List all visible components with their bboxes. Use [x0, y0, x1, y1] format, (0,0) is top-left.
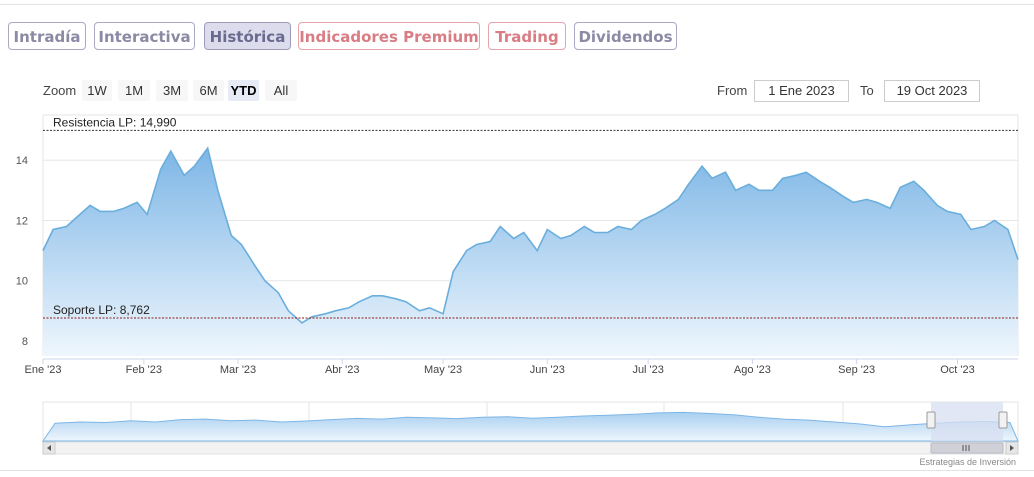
credit-text: Estrategias de Inversión	[919, 457, 1016, 467]
zoom-ytd-button[interactable]: YTD	[228, 80, 259, 101]
x-tick-label: Ago '23	[734, 364, 771, 376]
y-tick-label: 8	[22, 336, 28, 348]
x-tick-label: Mar '23	[220, 364, 256, 376]
tab-dividendos[interactable]: Dividendos	[574, 22, 677, 50]
tab-trading[interactable]: Trading	[488, 22, 566, 50]
price-area	[43, 148, 1018, 356]
x-tick-label: May '23	[424, 364, 462, 376]
zoom-1w-button[interactable]: 1W	[82, 80, 112, 101]
navigator-left-handle[interactable]	[926, 411, 936, 429]
x-tick-label: Oct '23	[940, 364, 975, 376]
from-date-input[interactable]: 1 Ene 2023	[754, 80, 849, 102]
x-tick-label: Jun '23	[530, 364, 565, 376]
x-tick-label: Jul '23	[632, 364, 663, 376]
scroll-left-arrow-icon	[47, 445, 51, 451]
x-tick-label: Ene '23	[25, 364, 62, 376]
price-line	[42, 146, 1019, 324]
y-tick-label: 14	[16, 155, 28, 167]
x-tick-label: Abr '23	[325, 364, 360, 376]
tab-historica[interactable]: Histórica	[204, 22, 291, 50]
resistance-label: Resistencia LP: 14,990	[53, 115, 177, 129]
tab-indicadores-premium[interactable]: Indicadores Premium	[298, 22, 480, 50]
x-tick-label: Sep '23	[838, 364, 875, 376]
navigator-selection	[931, 402, 1003, 441]
navigator-series	[42, 411, 1019, 442]
scrollbar-thumb[interactable]	[930, 442, 1004, 454]
scroll-right-arrow-icon	[1010, 445, 1014, 451]
zoom-6m-button[interactable]: 6M	[193, 80, 224, 101]
grip-icon	[962, 445, 970, 451]
tab-intradia[interactable]: Intradía	[8, 22, 86, 50]
from-label: From	[717, 83, 748, 98]
scrollbar-track	[42, 441, 1019, 455]
zoom-1m-button[interactable]: 1M	[118, 80, 150, 101]
y-tick-label: 10	[16, 276, 28, 288]
to-label: To	[860, 83, 874, 98]
bottom-divider	[0, 470, 1034, 471]
support-label: Soporte LP: 8,762	[53, 303, 150, 317]
y-tick-label: 12	[16, 215, 28, 227]
zoom-3m-button[interactable]: 3M	[156, 80, 188, 101]
zoom-all-button[interactable]: All	[265, 80, 297, 101]
x-tick-label: Feb '23	[126, 364, 162, 376]
zoom-label: Zoom	[43, 83, 77, 98]
navigator-right-handle[interactable]	[998, 411, 1008, 429]
tab-interactiva[interactable]: Interactiva	[94, 22, 195, 50]
to-date-input[interactable]: 19 Oct 2023	[884, 80, 980, 102]
top-divider	[0, 4, 1034, 5]
